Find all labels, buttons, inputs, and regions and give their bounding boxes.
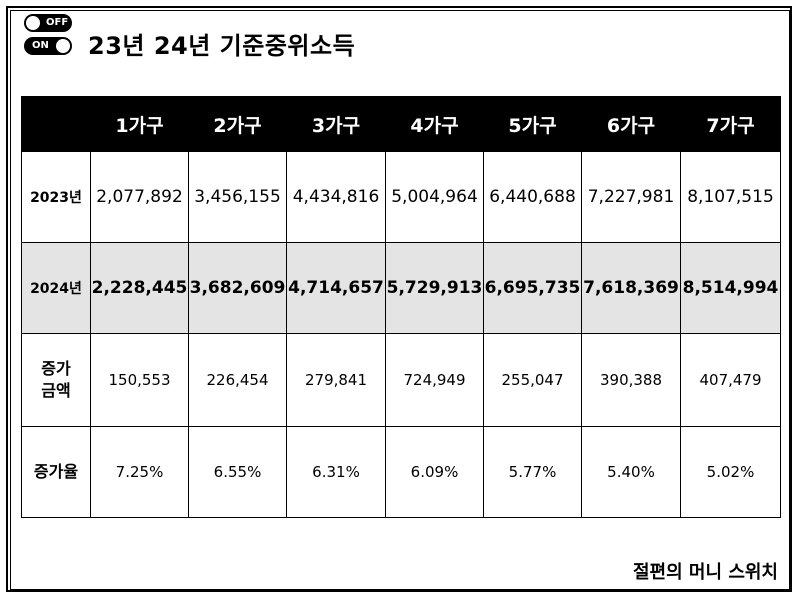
table-row-2023: 2023년 2,077,892 3,456,155 4,434,816 5,00… [21,151,781,243]
table-cell: 8,107,515 [680,151,781,243]
table-cell: 407,479 [680,333,781,427]
table-cell: 255,047 [483,333,582,427]
table-cell: 3,682,609 [188,242,287,334]
row-label: 증가율 [21,426,91,518]
table-cell: 150,553 [90,333,189,427]
table-cell: 4,434,816 [286,151,386,243]
toggle-group: OFF ON [24,14,72,60]
row-label-line: 증가 [41,359,71,378]
off-toggle[interactable]: OFF [24,14,72,32]
table-cell: 390,388 [581,333,681,427]
header-cell: 3가구 [286,96,386,152]
toggle-knob-icon [56,39,70,53]
table-cell: 6,695,735 [483,242,582,334]
table-cell: 6.55% [188,426,287,518]
row-label: 증가 금액 [21,333,91,427]
header-cell: 1가구 [90,96,189,152]
outer-frame [6,6,792,592]
median-income-table: 1가구 2가구 3가구 4가구 5가구 6가구 7가구 2023년 2,077,… [21,96,781,518]
table-row-increase-amount: 증가 금액 150,553 226,454 279,841 724,949 25… [21,333,781,427]
table-cell: 3,456,155 [188,151,287,243]
header-cell: 6가구 [581,96,681,152]
footer-signature: 절편의 머니 스위치 [632,562,778,583]
header-cell: 4가구 [385,96,484,152]
row-label: 2023년 [21,151,91,243]
table-cell: 2,228,445 [90,242,189,334]
page-title: 23년 24년 기준중위소득 [88,32,356,60]
header-cell: 5가구 [483,96,582,152]
on-toggle-label: ON [32,40,49,51]
table-cell: 5,729,913 [385,242,484,334]
table-cell: 4,714,657 [286,242,386,334]
table-cell: 724,949 [385,333,484,427]
table-cell: 6.31% [286,426,386,518]
toggle-knob-icon [26,16,40,30]
table-cell: 5.02% [680,426,781,518]
header-cell: 7가구 [680,96,781,152]
header-corner [21,96,91,152]
table-cell: 6.09% [385,426,484,518]
on-toggle[interactable]: ON [24,37,72,55]
table-cell: 8,514,994 [680,242,781,334]
table-cell: 2,077,892 [90,151,189,243]
table-row-increase-rate: 증가율 7.25% 6.55% 6.31% 6.09% 5.77% 5.40% … [21,426,781,518]
inner-frame [10,10,790,590]
table-row-2024: 2024년 2,228,445 3,682,609 4,714,657 5,72… [21,242,781,334]
table-cell: 7,227,981 [581,151,681,243]
table-cell: 7,618,369 [581,242,681,334]
table-cell: 226,454 [188,333,287,427]
row-label-line: 금액 [41,381,71,400]
row-label: 2024년 [21,242,91,334]
table-cell: 279,841 [286,333,386,427]
table-cell: 5.77% [483,426,582,518]
table-cell: 5.40% [581,426,681,518]
table-cell: 6,440,688 [483,151,582,243]
table-cell: 5,004,964 [385,151,484,243]
table-cell: 7.25% [90,426,189,518]
off-toggle-label: OFF [46,17,69,28]
table-header-row: 1가구 2가구 3가구 4가구 5가구 6가구 7가구 [21,96,781,152]
header-cell: 2가구 [188,96,287,152]
